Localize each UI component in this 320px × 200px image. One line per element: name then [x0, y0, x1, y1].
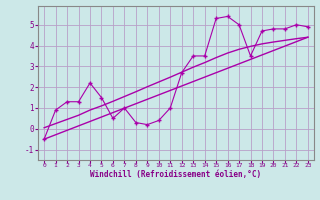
X-axis label: Windchill (Refroidissement éolien,°C): Windchill (Refroidissement éolien,°C) — [91, 170, 261, 179]
